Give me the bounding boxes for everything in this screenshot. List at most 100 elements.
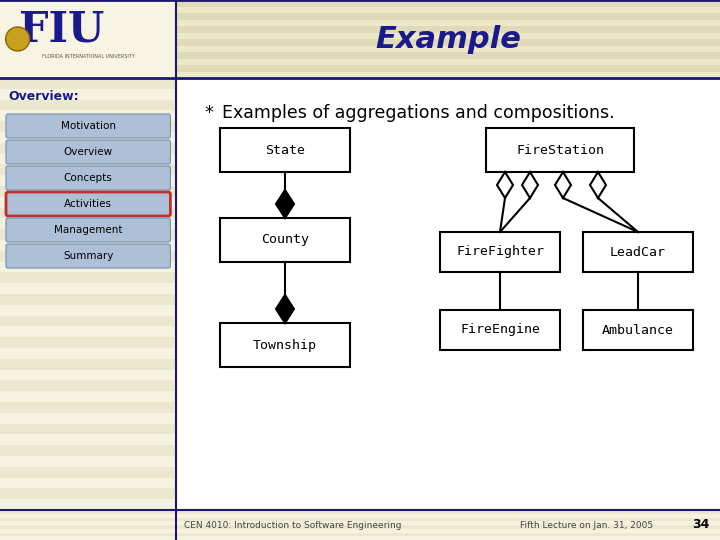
FancyBboxPatch shape xyxy=(6,244,171,268)
Bar xyxy=(0,402,176,413)
Text: Overview:: Overview: xyxy=(8,90,78,103)
FancyBboxPatch shape xyxy=(6,140,171,164)
Bar xyxy=(0,348,176,359)
Bar xyxy=(0,305,176,315)
Bar xyxy=(0,272,176,283)
Bar xyxy=(0,521,720,525)
Bar xyxy=(0,467,176,477)
Bar xyxy=(220,218,350,262)
Bar xyxy=(0,315,176,326)
Bar xyxy=(0,380,176,391)
Text: FireFighter: FireFighter xyxy=(456,246,544,259)
Bar xyxy=(0,369,176,380)
Polygon shape xyxy=(276,190,294,218)
Bar xyxy=(0,197,176,207)
Bar xyxy=(0,52,720,58)
Text: Overview: Overview xyxy=(63,147,113,157)
Bar xyxy=(0,143,176,153)
Bar xyxy=(486,128,634,172)
Bar xyxy=(0,65,720,71)
Text: LeadCar: LeadCar xyxy=(610,246,666,259)
Bar xyxy=(0,99,176,110)
FancyBboxPatch shape xyxy=(6,192,171,216)
Bar xyxy=(0,240,176,251)
Bar xyxy=(0,456,176,467)
Text: FIU: FIU xyxy=(19,9,104,51)
Bar xyxy=(0,525,720,529)
Bar xyxy=(440,310,560,350)
Bar xyxy=(0,514,720,517)
Text: FireEngine: FireEngine xyxy=(460,323,540,336)
Bar xyxy=(176,78,720,510)
Bar xyxy=(0,71,720,78)
Bar xyxy=(0,121,176,132)
Text: FireStation: FireStation xyxy=(516,144,604,157)
Bar xyxy=(220,323,350,367)
Text: Activities: Activities xyxy=(64,199,112,209)
Bar xyxy=(0,175,176,186)
Bar xyxy=(0,186,176,197)
Bar xyxy=(0,78,176,89)
Bar xyxy=(0,153,176,164)
Bar xyxy=(220,128,350,172)
Bar xyxy=(0,32,720,39)
Bar xyxy=(0,0,176,78)
Bar xyxy=(0,283,176,294)
Text: Example: Example xyxy=(375,24,521,53)
Text: Motivation: Motivation xyxy=(60,121,116,131)
Bar xyxy=(0,229,176,240)
Text: *: * xyxy=(204,104,213,122)
Bar xyxy=(0,536,720,540)
Polygon shape xyxy=(276,295,294,323)
Bar xyxy=(0,45,720,52)
Bar xyxy=(0,413,176,423)
Bar xyxy=(0,510,720,514)
FancyBboxPatch shape xyxy=(6,166,171,190)
Bar xyxy=(0,517,720,521)
Bar xyxy=(0,499,176,510)
Bar xyxy=(0,326,176,337)
Bar xyxy=(0,164,176,175)
FancyBboxPatch shape xyxy=(6,218,171,242)
Bar xyxy=(0,58,720,65)
Text: Township: Township xyxy=(253,339,317,352)
Text: Examples of aggregations and compositions.: Examples of aggregations and composition… xyxy=(222,104,615,122)
Bar xyxy=(0,110,176,121)
Bar xyxy=(0,261,176,272)
Bar xyxy=(0,19,720,26)
Bar xyxy=(0,251,176,261)
Bar xyxy=(0,89,176,99)
Text: County: County xyxy=(261,233,309,246)
Text: Concepts: Concepts xyxy=(64,173,112,183)
Polygon shape xyxy=(590,172,606,198)
Bar xyxy=(440,232,560,272)
FancyBboxPatch shape xyxy=(6,114,171,138)
Bar xyxy=(0,218,176,229)
Bar xyxy=(583,232,693,272)
Bar xyxy=(0,132,176,143)
Bar xyxy=(0,529,720,532)
Bar xyxy=(0,445,176,456)
Bar xyxy=(0,391,176,402)
Bar xyxy=(0,477,176,488)
Bar xyxy=(0,294,176,305)
Bar xyxy=(0,337,176,348)
Bar xyxy=(0,13,720,19)
Bar xyxy=(0,0,720,6)
Bar xyxy=(0,207,176,218)
Text: Fifth Lecture on Jan. 31, 2005: Fifth Lecture on Jan. 31, 2005 xyxy=(520,521,653,530)
Text: Ambulance: Ambulance xyxy=(602,323,674,336)
Bar xyxy=(0,6,720,13)
Text: 34: 34 xyxy=(693,518,710,531)
Text: Management: Management xyxy=(54,225,122,235)
Bar xyxy=(0,532,720,536)
Polygon shape xyxy=(555,172,571,198)
Bar xyxy=(0,488,176,499)
Circle shape xyxy=(6,27,30,51)
Bar xyxy=(0,434,176,445)
Text: FLORIDA INTERNATIONAL UNIVERSITY: FLORIDA INTERNATIONAL UNIVERSITY xyxy=(42,53,135,59)
Polygon shape xyxy=(522,172,538,198)
Text: CEN 4010: Introduction to Software Engineering: CEN 4010: Introduction to Software Engin… xyxy=(184,521,402,530)
Text: Summary: Summary xyxy=(63,251,113,261)
Text: State: State xyxy=(265,144,305,157)
